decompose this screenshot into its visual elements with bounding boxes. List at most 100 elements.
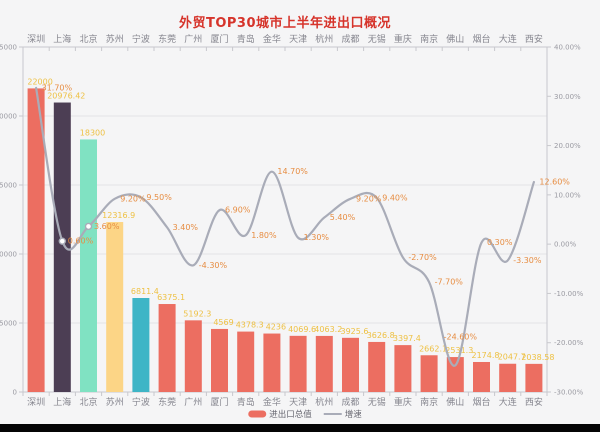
line-value-label: 0.60% bbox=[68, 237, 94, 246]
bottom-city-label: 北京 bbox=[79, 396, 97, 408]
line-value-label: -7.70% bbox=[435, 278, 464, 287]
bar-value-label: 5192.3 bbox=[183, 309, 211, 318]
line-value-label: 1.30% bbox=[304, 233, 330, 242]
bar-value-label: 20976.42 bbox=[47, 92, 85, 101]
bottom-city-label: 重庆 bbox=[394, 396, 412, 408]
y-axis-left: 0 5000 10000 15000 20000 25000 bbox=[0, 44, 24, 397]
bar-value-label: 22000 bbox=[27, 77, 52, 86]
line-value-label: 0.30% bbox=[487, 238, 513, 247]
bar-value-label: 2047.7 bbox=[498, 353, 526, 362]
bar-value-label: 12316.9 bbox=[102, 211, 135, 220]
line-value-label: 31.70% bbox=[42, 83, 73, 92]
bar[interactable] bbox=[368, 341, 386, 392]
legend-item-label: 进出口总值 bbox=[269, 409, 312, 420]
bar[interactable] bbox=[263, 333, 281, 392]
top-city-label: 无锡 bbox=[368, 34, 386, 45]
bar[interactable] bbox=[53, 102, 71, 393]
line-value-label: 9.50% bbox=[146, 193, 172, 202]
bar[interactable] bbox=[184, 320, 202, 392]
bar[interactable] bbox=[80, 139, 97, 392]
right-axis-tick-label: -20.00% bbox=[554, 339, 584, 347]
legend-item-0[interactable]: 进出口总值 bbox=[248, 409, 312, 420]
bottom-city-label: 东莞 bbox=[158, 396, 176, 408]
line-value-label: 3.60% bbox=[94, 222, 120, 231]
top-city-label: 上海 bbox=[53, 33, 71, 45]
left-axis-tick-label: 20000 bbox=[0, 113, 17, 121]
bottom-city-label: 西安 bbox=[525, 396, 543, 408]
bar[interactable] bbox=[315, 335, 333, 392]
line-value-label: 9.20% bbox=[120, 194, 146, 203]
line-value-label: -24.60% bbox=[444, 332, 478, 341]
left-axis-tick-label: 0 bbox=[13, 389, 17, 397]
bottom-city-label: 佛山 bbox=[446, 396, 464, 408]
top-city-label: 厦门 bbox=[210, 33, 228, 45]
top-city-label: 大连 bbox=[499, 33, 517, 45]
x-axis-bottom: 深圳 上海 北京 苏州 宁波 东莞 广州 厦门 青岛 金华 天津 杭州 成都 无锡 重庆 南京 佛山 烟台 大连 西安 bbox=[22, 391, 548, 408]
top-city-label: 成都 bbox=[341, 33, 359, 45]
top-city-label: 北京 bbox=[79, 33, 97, 45]
legend-item-label: 增速 bbox=[345, 409, 363, 420]
bar[interactable] bbox=[289, 335, 307, 392]
bar[interactable] bbox=[525, 363, 543, 392]
chart-title: 外贸TOP30城市上半年进出口概况 bbox=[178, 16, 392, 31]
bar[interactable] bbox=[394, 345, 412, 392]
line-value-label: -4.30% bbox=[199, 261, 228, 270]
top-city-label: 佛山 bbox=[446, 33, 464, 45]
bar[interactable] bbox=[211, 328, 228, 392]
line-series bbox=[35, 86, 535, 367]
bar-value-label: 3626.8 bbox=[367, 331, 395, 340]
top-city-label: 苏州 bbox=[106, 33, 124, 45]
bar[interactable] bbox=[158, 304, 176, 392]
bar-value-label: 3925.6 bbox=[341, 327, 369, 336]
top-city-label: 重庆 bbox=[394, 33, 412, 45]
line-value-label: 12.60% bbox=[539, 178, 570, 187]
right-axis-tick-label: -30.00% bbox=[554, 389, 584, 397]
bar[interactable] bbox=[342, 337, 359, 392]
bar[interactable] bbox=[473, 361, 490, 392]
bottom-city-label: 宁波 bbox=[132, 396, 150, 408]
bar[interactable] bbox=[499, 363, 517, 392]
bottom-black-bar bbox=[0, 424, 600, 432]
bar-value-label: 2174.8 bbox=[472, 351, 500, 360]
left-axis-tick-label: 5000 bbox=[0, 320, 17, 328]
bar-value-label: 6811.4 bbox=[131, 287, 159, 296]
line-value-label: 6.90% bbox=[225, 206, 251, 215]
line-value-label: -2.70% bbox=[408, 253, 437, 262]
bar-value-label: 18300 bbox=[80, 128, 105, 137]
line-value-label: -3.30% bbox=[513, 256, 542, 265]
bar[interactable] bbox=[106, 222, 124, 392]
growth-line[interactable] bbox=[35, 86, 535, 367]
right-axis-tick-label: 40.00% bbox=[554, 44, 581, 52]
bottom-city-label: 厦门 bbox=[210, 396, 228, 408]
bar[interactable] bbox=[420, 355, 438, 392]
line-value-label: 14.70% bbox=[277, 167, 308, 176]
bar[interactable] bbox=[132, 298, 150, 392]
bottom-city-label: 南京 bbox=[420, 396, 438, 408]
bar-value-label: 6375.1 bbox=[157, 293, 185, 302]
grid-lines bbox=[23, 46, 547, 324]
top-city-label: 烟台 bbox=[472, 33, 490, 45]
x-axis-top: 深圳 上海 北京 苏州 宁波 东莞 广州 厦门 青岛 金华 天津 杭州 成都 无锡 重庆 南京 佛山 烟台 大连 西安 bbox=[22, 33, 548, 51]
bottom-city-label: 上海 bbox=[53, 396, 71, 408]
bottom-city-label: 烟台 bbox=[472, 396, 490, 408]
bottom-city-label: 广州 bbox=[184, 396, 202, 408]
bar-value-label: 4569 bbox=[213, 318, 233, 327]
top-city-label: 金华 bbox=[263, 33, 281, 45]
top-city-label: 西安 bbox=[525, 33, 543, 45]
bar-value-label: 4236 bbox=[266, 323, 286, 332]
bar[interactable] bbox=[27, 88, 45, 393]
right-axis-tick-label: -10.00% bbox=[554, 290, 584, 298]
bar-value-label: 2662.1 bbox=[419, 344, 447, 353]
left-axis-tick-label: 10000 bbox=[0, 251, 17, 259]
line-point[interactable] bbox=[84, 222, 93, 231]
top-city-label: 宁波 bbox=[132, 33, 150, 45]
bar[interactable] bbox=[446, 357, 464, 392]
line-value-labels: 31.70%0.60%3.60%9.20% 9.50%3.40%-4.30%6.9… bbox=[42, 83, 571, 341]
line-point[interactable] bbox=[58, 237, 66, 245]
bottom-city-label: 青岛 bbox=[237, 396, 255, 408]
bar[interactable] bbox=[237, 331, 255, 392]
right-axis-tick-label: 20.00% bbox=[554, 142, 581, 150]
legend-item-1[interactable]: 增速 bbox=[323, 409, 363, 420]
